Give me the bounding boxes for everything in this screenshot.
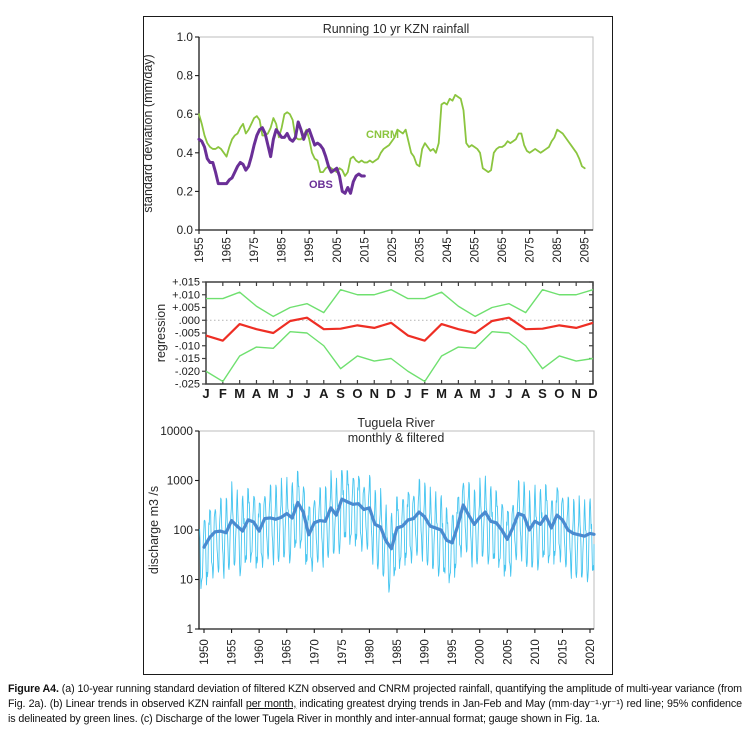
caption-text: indicating greatest drying trends in Jan…	[8, 697, 742, 725]
caption-text: (a) 10-year running standard deviation o…	[8, 683, 742, 710]
chart-a-xtick-label: 2095	[579, 237, 591, 263]
chart-b-month-label: N	[571, 386, 580, 401]
chart-a-xtick-label: 1955	[194, 237, 206, 263]
chart-a-xtick-label: 1965	[221, 237, 233, 263]
chart-a-xtick-label: 2005	[331, 237, 343, 263]
chart-c-xtick-label: 1985	[392, 639, 404, 665]
chart-b-month-label: S	[538, 386, 547, 401]
chart-b-month-label: J	[202, 386, 209, 401]
cnrm-line	[197, 93, 586, 177]
chart-b-frame	[204, 280, 594, 385]
cnrm-series-label: CNRM	[366, 129, 399, 141]
chart-b-month-label: M	[469, 386, 480, 401]
chart-a-ytick-label: 0.6	[176, 107, 193, 121]
confidence-upper-line	[205, 288, 593, 317]
chart-b-month-label: J	[505, 386, 512, 401]
chart-b-month-label: M	[267, 386, 278, 401]
chart-b-ylabel: regression	[154, 303, 168, 361]
trend-line	[205, 316, 593, 342]
caption-text: per month,	[245, 697, 297, 710]
chart-a-ytick-label: 1.0	[176, 30, 193, 44]
chart-b-ytick-label: .000	[178, 314, 199, 326]
chart-c-xtick-label: 1980	[364, 639, 376, 665]
chart-c-xtick-label: 1975	[336, 639, 348, 665]
generated-chart-layers: 0.0 0.2 0.4 0.6 0.8 1.0 1955 1965 1975 1985 1995 20…	[160, 30, 598, 665]
chart-a-xtick-label: 2065	[497, 237, 509, 263]
chart-b-month-label: S	[336, 386, 345, 401]
chart-c-title: Tuguela River	[357, 416, 434, 430]
figure-border-box: 0.0 0.2 0.4 0.6 0.8 1.0 1955 1965 1975 1985 1995 20…	[143, 16, 613, 675]
obs-series-label: OBS	[309, 179, 333, 191]
chart-b-month-label: A	[453, 386, 463, 401]
chart-b-month-label: O	[352, 386, 362, 401]
chart-c-subtitle: monthly & filtered	[347, 431, 444, 445]
chart-b-month-label: O	[554, 386, 564, 401]
figure-caption: Figure A4. (a) 10-year running standard …	[8, 682, 742, 726]
chart-c-ytick-label: 10000	[160, 424, 193, 438]
chart-c-xtick-label: 1970	[309, 639, 321, 665]
chart-c-ylabel: discharge m3 /s	[147, 485, 161, 573]
chart-a-title: Running 10 yr KZN rainfall	[322, 22, 469, 36]
chart-c-ytick-label: 10	[179, 572, 193, 586]
chart-b-month-label: A	[521, 386, 531, 401]
chart-c-xtick-label: 2010	[529, 639, 541, 665]
chart-a-xtick-label: 2055	[469, 237, 481, 263]
chart-b-month-label: N	[369, 386, 378, 401]
chart-b-ytick-label: -.010	[174, 340, 199, 352]
chart-a-xtick-label: 1985	[276, 237, 288, 263]
chart-b-ytick-label: -.005	[174, 327, 199, 339]
chart-a-xtick-label: 2085	[552, 237, 564, 263]
figure-charts: 0.0 0.2 0.4 0.6 0.8 1.0 1955 1965 1975 1985 1995 20…	[143, 22, 598, 665]
chart-a-xtick-label: 2075	[524, 237, 536, 263]
chart-c-xtick-label: 1960	[254, 639, 266, 665]
chart-c-xtick-label: 1965	[281, 639, 293, 665]
chart-a-xtick-label: 2025	[386, 237, 398, 263]
chart-c-xtick-label: 2015	[557, 639, 569, 665]
chart-b-month-label: D	[588, 386, 597, 401]
caption-figure-label: Figure A4.	[8, 683, 59, 695]
chart-c-ytick-label: 1000	[166, 473, 193, 487]
chart-b-month-label: F	[218, 386, 226, 401]
obs-line	[197, 119, 366, 195]
chart-b-ytick-label: -.025	[174, 378, 199, 390]
chart-c-xtick-label: 1950	[199, 639, 211, 665]
chart-a-xtick-label: 1975	[249, 237, 261, 263]
chart-c-xtick-label: 2020	[585, 639, 597, 665]
chart-a-ytick-label: 0.0	[176, 223, 193, 237]
monthly-line	[198, 469, 594, 593]
chart-b-month-label: A	[251, 386, 261, 401]
chart-b-month-label: J	[488, 386, 495, 401]
chart-c-xtick-label: 2005	[502, 639, 514, 665]
chart-b-ytick-label: +.015	[172, 276, 200, 288]
chart-b-ytick-label: +.010	[172, 289, 200, 301]
chart-b-ytick-label: +.005	[172, 302, 200, 314]
chart-c-xtick-label: 1990	[419, 639, 431, 665]
chart-b-month-label: J	[404, 386, 411, 401]
chart-c-ytick-label: 1	[186, 622, 193, 636]
chart-a-ytick-label: 0.2	[176, 184, 192, 198]
chart-c-xtick-label: 1995	[447, 639, 459, 665]
chart-a-xtick-label: 2045	[441, 237, 453, 263]
chart-b-month-label: J	[303, 386, 310, 401]
chart-a-ytick-label: 0.4	[176, 145, 193, 159]
chart-b-month-label: F	[420, 386, 428, 401]
chart-c-xtick-label: 2000	[474, 639, 486, 665]
chart-b-ytick-label: -.015	[174, 353, 199, 365]
chart-b-month-label: M	[436, 386, 447, 401]
chart-a-xtick-label: 1995	[304, 237, 316, 263]
chart-b-month-label: A	[319, 386, 329, 401]
chart-b-month-label: D	[386, 386, 395, 401]
filtered-line	[201, 497, 596, 550]
chart-b-ytick-label: -.020	[174, 365, 199, 377]
chart-b-month-label: J	[286, 386, 293, 401]
chart-c-xtick-label: 1955	[226, 639, 238, 665]
chart-c-ytick-label: 100	[173, 523, 193, 537]
chart-a-xtick-label: 2015	[359, 237, 371, 263]
chart-a-ylabel: standard deviation (mm/day)	[143, 54, 155, 212]
chart-a-xtick-label: 2035	[414, 237, 426, 263]
confidence-lower-line	[205, 330, 593, 382]
chart-b-month-label: M	[234, 386, 245, 401]
chart-a-ytick-label: 0.8	[176, 68, 193, 82]
